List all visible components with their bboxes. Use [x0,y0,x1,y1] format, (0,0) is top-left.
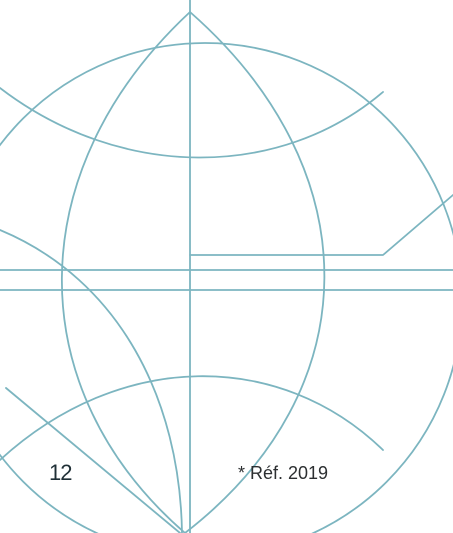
globe-outline [0,42,453,533]
footnote-reference: * Réf. 2019 [238,463,329,483]
meridian-right-arc [184,11,326,533]
left-diagonal-line [5,387,181,533]
bottom-parallel-arc [0,375,384,461]
top-parallel-arc [0,87,384,159]
right-bracket-line [189,194,453,256]
left-sweep-arc [0,229,183,533]
meridian-left-arc [60,11,191,533]
page-number: 12 [49,460,73,485]
